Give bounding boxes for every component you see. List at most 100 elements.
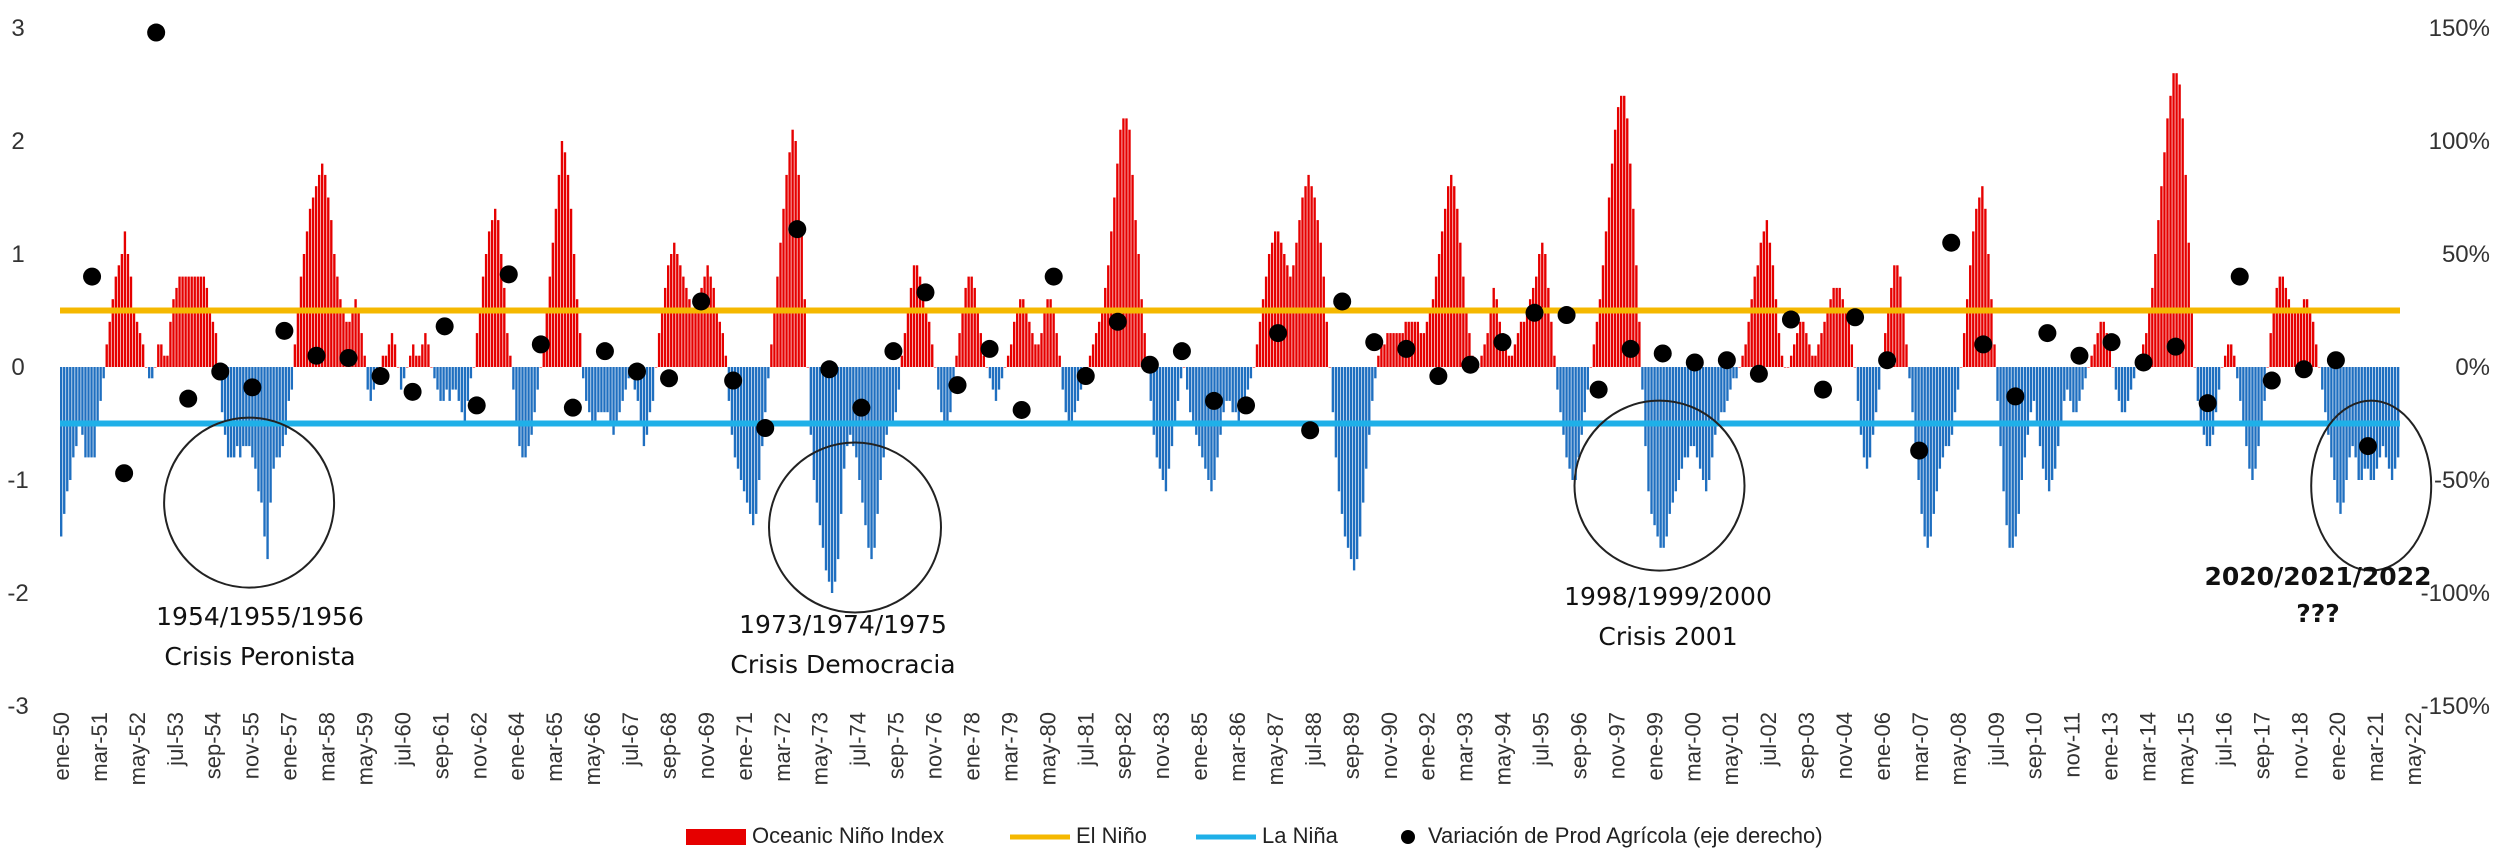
right-axis-ticks: 150% 100% 50% 0% -50% -100% -150% [2421, 15, 2490, 720]
oni-bar [1926, 367, 1929, 548]
oni-bar [144, 367, 148, 368]
oni-bar [1434, 276, 1438, 367]
oni-bar [1067, 367, 1070, 424]
oni-bar [345, 321, 348, 367]
oni-bar [1862, 367, 1866, 458]
oni-bar [509, 355, 512, 367]
agro-point [2006, 387, 2025, 406]
oni-bar [1028, 321, 1031, 367]
oni-bar [1040, 333, 1043, 367]
oni-bar [618, 367, 621, 413]
legend-label-agro: Variación de Prod Agrícola (eje derecho) [1428, 823, 1823, 848]
oni-bar [1313, 197, 1316, 367]
oni-bar [1683, 367, 1687, 458]
oni-bar [2032, 367, 2036, 401]
oni-bar [1319, 242, 1322, 367]
oni-bar [117, 265, 121, 367]
oni-bar [75, 367, 78, 447]
oni-bar [654, 367, 658, 368]
agro-point [1781, 310, 1800, 329]
oni-bar [2217, 367, 2221, 390]
oni-bar [794, 141, 797, 367]
oni-bar [393, 344, 397, 367]
oni-bar [1231, 367, 1234, 413]
oni-bar [129, 276, 133, 367]
oni-bar [1131, 174, 1134, 367]
oni-bar [785, 174, 788, 367]
oni-bar [885, 367, 888, 435]
oni-bar [1368, 367, 1371, 435]
oni-bar [1744, 344, 1747, 367]
oni-bar [1249, 367, 1253, 379]
oni-bar [275, 367, 278, 458]
oni-bar [2308, 310, 2312, 367]
oni-bar [1143, 333, 1146, 367]
oni-bar [405, 367, 409, 368]
oni-bar [1134, 220, 1137, 367]
agro-point [2134, 353, 2153, 372]
oni-bar [2305, 299, 2309, 367]
oni-bar [667, 265, 670, 367]
oni-bar [997, 367, 1001, 390]
oni-bar [527, 367, 530, 447]
oni-bar [1110, 231, 1113, 367]
oni-bar [1371, 367, 1374, 401]
right-axis-tick: 100% [2429, 128, 2490, 155]
oni-bar [324, 174, 327, 367]
oni-bar [181, 276, 184, 367]
oni-bar [706, 265, 709, 367]
oni-bar [2172, 73, 2175, 367]
oni-bar [2302, 299, 2306, 367]
oni-bar [360, 333, 363, 367]
oni-bar [2239, 367, 2242, 401]
oni-bar [682, 276, 685, 367]
x-tick-label: ene-99 [1642, 712, 1667, 781]
oni-bar [1799, 321, 1802, 367]
oni-bar [1817, 344, 1820, 367]
oni-bar [2011, 367, 2014, 548]
oni-bar [870, 367, 873, 560]
oni-bar [1328, 367, 1332, 368]
oni-bar [1638, 321, 1641, 367]
agro-point [2262, 371, 2281, 390]
oni-bar [245, 367, 248, 447]
oni-bar [1547, 287, 1550, 367]
x-tick-label: ene-57 [277, 712, 302, 781]
oni-bar [1447, 186, 1450, 367]
x-tick-label: may-80 [1035, 712, 1060, 785]
oni-bar [824, 367, 828, 571]
legend-label-oni: Oceanic Niño Index [752, 823, 944, 848]
oni-bar [518, 367, 521, 447]
x-tick-label: nov-83 [1149, 712, 1174, 779]
oni-bar [2132, 367, 2136, 379]
oni-bar [260, 367, 263, 503]
oni-bar [1653, 367, 1656, 526]
oni-bar [818, 367, 822, 526]
oni-bar [1877, 367, 1881, 390]
x-tick-label: jul-09 [1984, 712, 2009, 767]
oni-bar [463, 367, 467, 424]
oni-bar [846, 367, 849, 447]
oni-bar [1607, 197, 1611, 367]
oni-bar [1556, 367, 1559, 390]
oni-bar [563, 152, 567, 367]
oni-bar [436, 367, 439, 390]
oni-bar [2290, 310, 2294, 367]
oni-bar [1935, 367, 1939, 492]
oni-bar [569, 208, 573, 367]
agro-point [756, 419, 775, 438]
oni-bar [178, 276, 181, 367]
oni-bar [154, 367, 157, 368]
oni-bar [2327, 367, 2330, 435]
x-tick-label: nov-55 [239, 712, 264, 779]
oni-bar [293, 344, 297, 367]
oni-bar [1358, 367, 1362, 537]
oni-bar [415, 355, 418, 367]
oni-bar [263, 367, 266, 537]
oni-bar [1884, 333, 1887, 367]
oni-bar [1507, 355, 1511, 367]
oni-bar [906, 310, 910, 367]
agro-variation-points [83, 23, 2377, 483]
oni-bar [1380, 344, 1383, 367]
